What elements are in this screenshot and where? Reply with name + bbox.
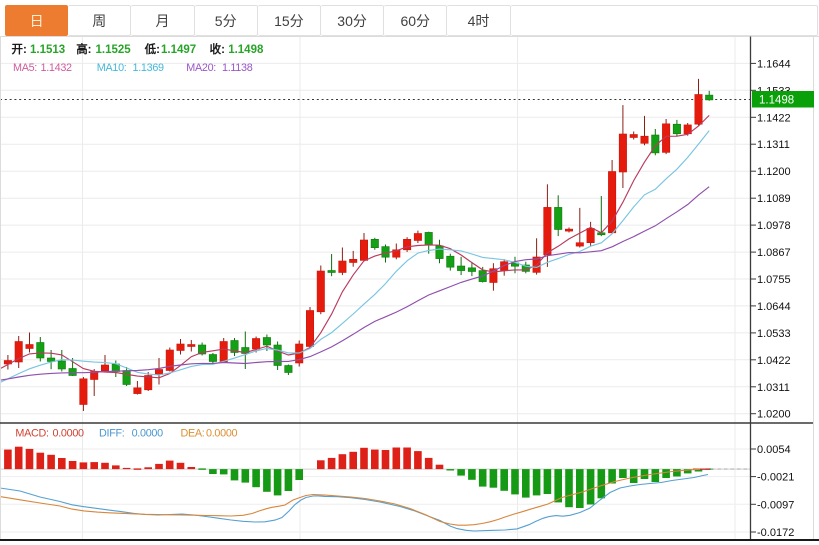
- svg-text:收:1.1498: 收: 1.1498: [210, 42, 264, 56]
- svg-text:MA5: 1.1432: MA5: 1.1432: [13, 62, 72, 74]
- svg-text:1.1089: 1.1089: [757, 193, 791, 205]
- svg-text:1.1311: 1.1311: [757, 139, 790, 151]
- svg-text:-0.0172: -0.0172: [757, 527, 794, 539]
- svg-text:高:1.1525: 高: 1.1525: [76, 42, 131, 56]
- svg-text:MACD: 0.0000: MACD: 0.0000: [15, 428, 84, 440]
- svg-text:1.0422: 1.0422: [757, 355, 791, 367]
- svg-text:1.0311: 1.0311: [757, 382, 790, 394]
- svg-text:1.0533: 1.0533: [757, 328, 791, 340]
- svg-text:1.0755: 1.0755: [757, 274, 791, 286]
- svg-text:DIFF: 0.0000: DIFF: 0.0000: [99, 428, 163, 440]
- svg-text:1.0978: 1.0978: [757, 220, 791, 232]
- svg-text:1.0200: 1.0200: [757, 409, 791, 421]
- svg-text:1.1498: 1.1498: [759, 95, 794, 107]
- svg-text:1.0644: 1.0644: [757, 301, 791, 313]
- svg-text:1.1644: 1.1644: [757, 58, 791, 70]
- svg-text:0.0054: 0.0054: [757, 444, 791, 456]
- svg-text:-0.0021: -0.0021: [757, 472, 794, 484]
- svg-text:1.1200: 1.1200: [757, 166, 791, 178]
- svg-text:-0.0097: -0.0097: [757, 499, 794, 511]
- svg-text:1.1422: 1.1422: [757, 112, 791, 124]
- svg-text:低:1.1497: 低:1.1497: [144, 42, 197, 56]
- svg-text:DEA: 0.0000: DEA: 0.0000: [181, 428, 238, 440]
- svg-text:开:1.1513: 开: 1.1513: [12, 43, 66, 56]
- svg-text:1.0867: 1.0867: [757, 247, 791, 259]
